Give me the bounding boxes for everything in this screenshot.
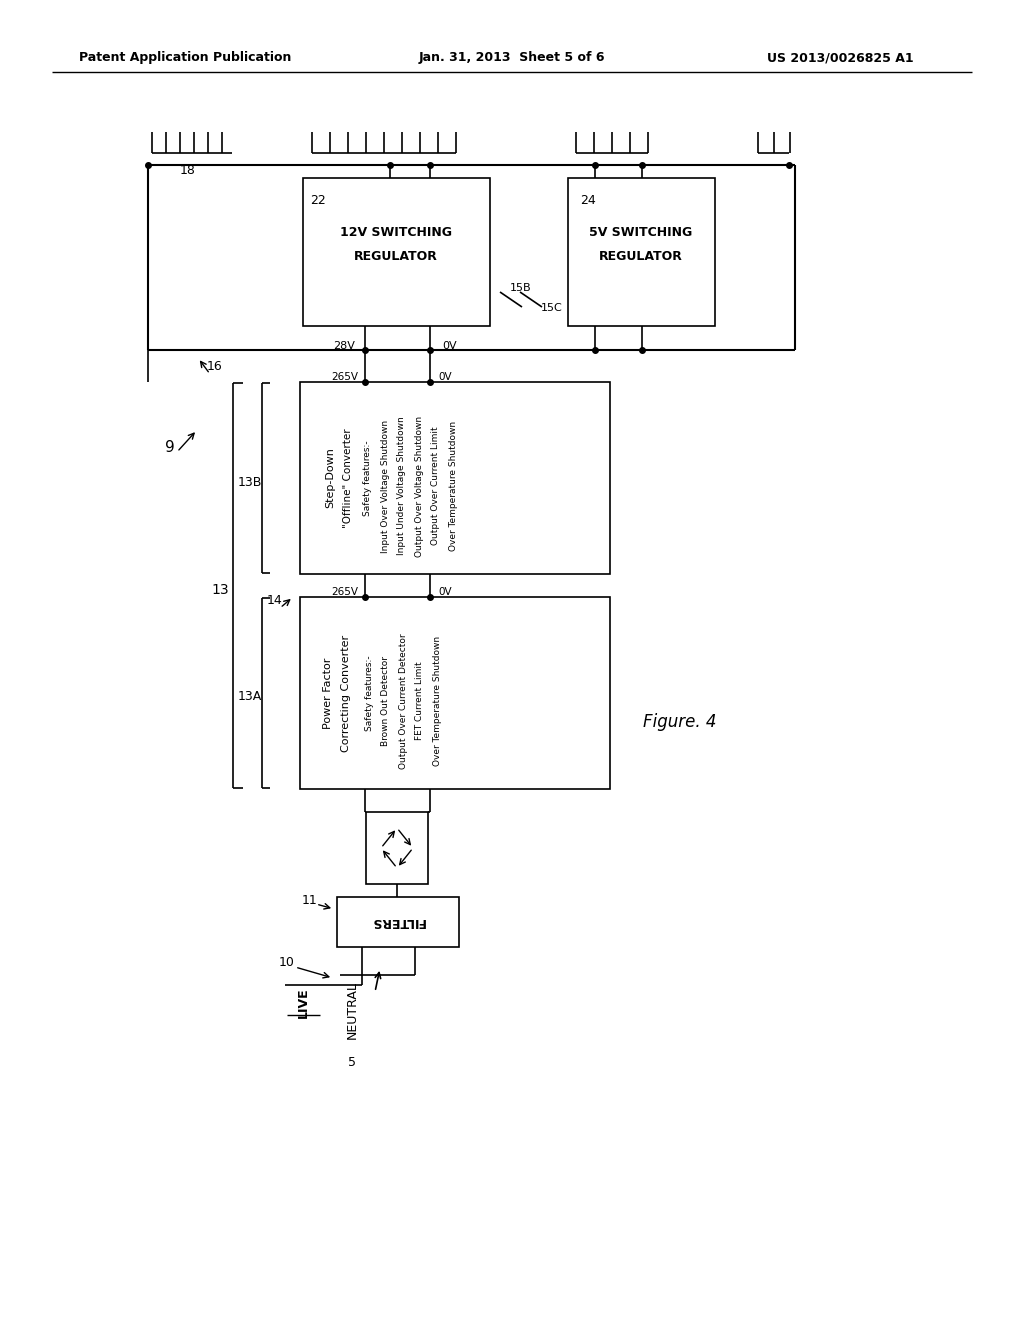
Text: "Offline" Converter: "Offline" Converter xyxy=(343,428,353,528)
Text: 15C: 15C xyxy=(541,304,563,313)
Text: 0V: 0V xyxy=(438,372,452,381)
Text: 11: 11 xyxy=(302,894,317,907)
Bar xyxy=(568,178,715,326)
Text: Output Over Voltage Shutdown: Output Over Voltage Shutdown xyxy=(415,416,424,557)
Text: 24: 24 xyxy=(580,194,596,206)
Text: Input Over Voltage Shutdown: Input Over Voltage Shutdown xyxy=(381,420,389,553)
Text: 18: 18 xyxy=(180,164,196,177)
Text: 12V SWITCHING: 12V SWITCHING xyxy=(340,227,452,239)
Bar xyxy=(300,381,610,574)
Text: Patent Application Publication: Patent Application Publication xyxy=(79,51,291,65)
Text: 13: 13 xyxy=(211,583,228,597)
Text: 265V: 265V xyxy=(331,587,358,597)
Text: Power Factor: Power Factor xyxy=(323,657,333,729)
Text: Jan. 31, 2013  Sheet 5 of 6: Jan. 31, 2013 Sheet 5 of 6 xyxy=(419,51,605,65)
Text: 5V SWITCHING: 5V SWITCHING xyxy=(590,227,692,239)
Text: NEUTRAL: NEUTRAL xyxy=(345,981,358,1039)
Text: Safety features:-: Safety features:- xyxy=(364,440,373,516)
Text: Input Under Voltage Shutdown: Input Under Voltage Shutdown xyxy=(397,417,407,556)
Text: Output Over Current Limit: Output Over Current Limit xyxy=(431,426,440,545)
Text: Over Temperature Shutdown: Over Temperature Shutdown xyxy=(449,421,458,550)
Text: Figure. 4: Figure. 4 xyxy=(643,713,717,731)
Text: Brown Out Detector: Brown Out Detector xyxy=(382,656,390,746)
Text: Safety features:-: Safety features:- xyxy=(365,655,374,731)
Text: 0V: 0V xyxy=(438,587,452,597)
Text: US 2013/0026825 A1: US 2013/0026825 A1 xyxy=(767,51,913,65)
Text: 0V: 0V xyxy=(442,341,457,351)
Text: REGULATOR: REGULATOR xyxy=(599,249,683,263)
Text: 14: 14 xyxy=(267,594,283,607)
Text: 22: 22 xyxy=(310,194,326,206)
Text: 5: 5 xyxy=(348,1056,356,1069)
Bar xyxy=(303,178,490,326)
Text: FET Current Limit: FET Current Limit xyxy=(416,661,425,741)
Bar xyxy=(337,898,459,946)
Text: Step-Down: Step-Down xyxy=(325,447,335,508)
Text: REGULATOR: REGULATOR xyxy=(354,249,438,263)
Text: 13B: 13B xyxy=(238,477,262,490)
Text: 15B: 15B xyxy=(510,282,531,293)
Text: 10: 10 xyxy=(280,956,295,969)
Text: 16: 16 xyxy=(207,359,223,372)
Text: 28V: 28V xyxy=(333,341,355,351)
Bar xyxy=(366,812,428,884)
Bar xyxy=(300,597,610,789)
Text: LIVE: LIVE xyxy=(297,987,309,1018)
Text: Output Over Current Detector: Output Over Current Detector xyxy=(398,634,408,768)
Text: Over Temperature Shutdown: Over Temperature Shutdown xyxy=(432,636,441,766)
Text: 13A: 13A xyxy=(238,690,262,704)
Text: 9: 9 xyxy=(165,441,175,455)
Text: FILTERS: FILTERS xyxy=(371,916,425,928)
Text: 265V: 265V xyxy=(331,372,358,381)
Text: Correcting Converter: Correcting Converter xyxy=(341,635,351,751)
